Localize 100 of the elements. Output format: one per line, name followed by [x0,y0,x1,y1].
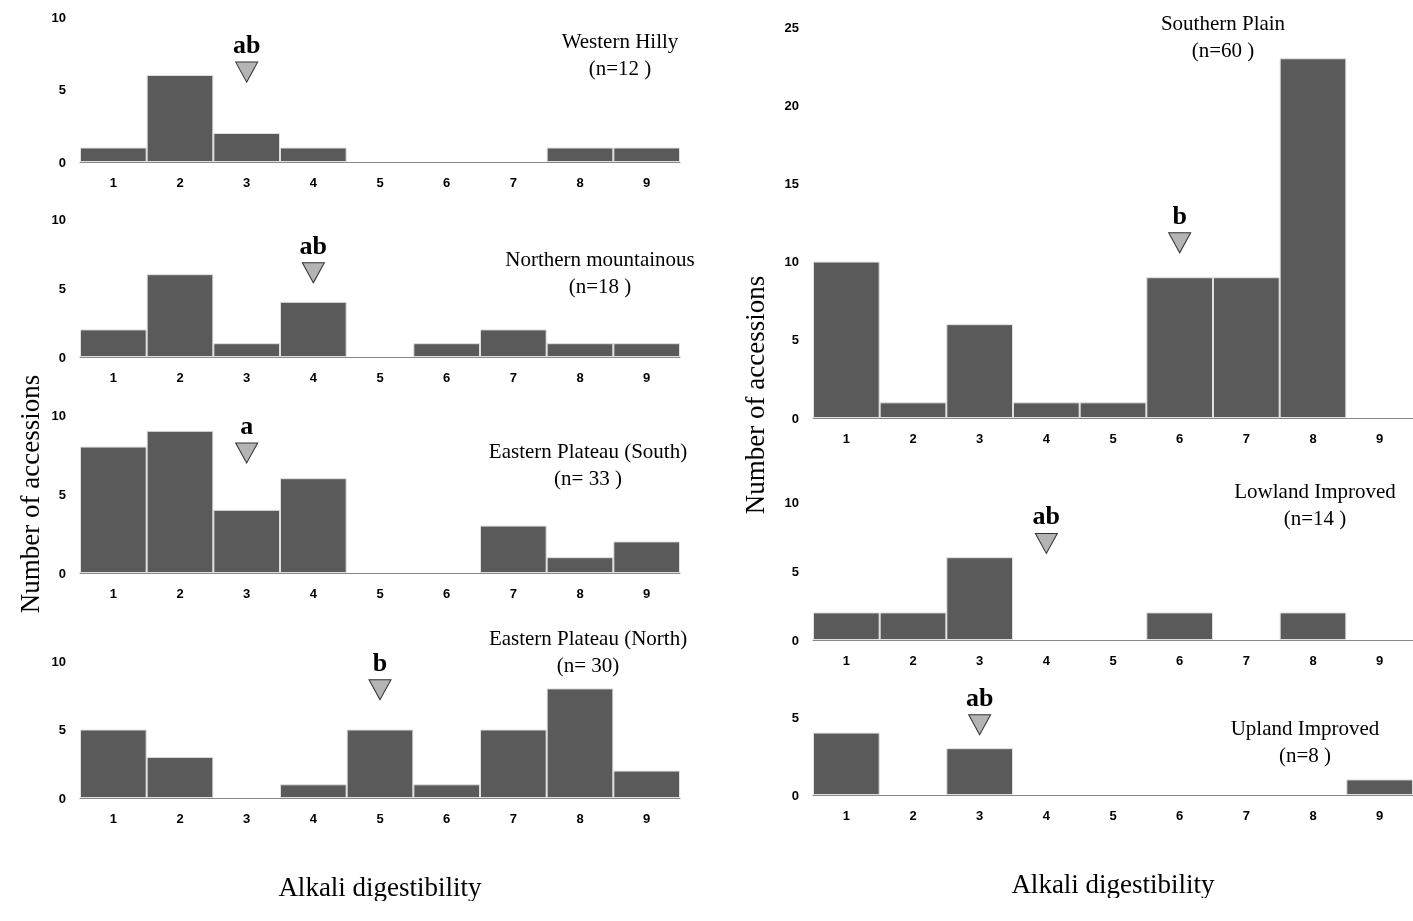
x-tick-label: 6 [443,586,451,601]
x-tick-label: 4 [1042,808,1051,823]
y-tick-label: 5 [58,722,66,737]
x-tick-label: 2 [176,811,184,826]
x-tick-label: 3 [243,586,251,601]
y-tick-label: 10 [51,407,66,423]
annotation: ab [1032,501,1061,531]
x-tick-label: 1 [842,431,850,446]
chart-title: Eastern Plateau (North) [488,625,688,650]
x-tick-label: 2 [909,653,917,668]
x-tick-label: 9 [643,586,651,601]
x-tick-label: 7 [509,586,517,601]
x-tick-label: 4 [309,370,318,385]
x-tick-label: 9 [1376,808,1384,823]
annotation: ab [965,682,994,712]
x-tick-label: 3 [976,653,984,668]
y-tick-label: 0 [791,410,799,426]
x-tick-label: 1 [109,175,117,190]
x-tick-label: 1 [109,811,117,826]
x-tick-label: 5 [376,811,384,826]
x-tick-label: 5 [376,586,384,601]
annotation: ab [232,30,261,60]
x-tick-label: 5 [376,175,384,190]
y-tick-label: 0 [791,787,799,803]
x-tick-label: 8 [1309,653,1317,668]
x-tick-label: 6 [443,370,451,385]
y-tick-label: 5 [58,82,66,97]
annotation: ab [299,230,328,260]
chart-title: Lowland Improved [1234,478,1397,503]
chart-subtitle: (n= 30) [556,652,620,677]
x-tick-label: 7 [509,370,517,385]
x-tick-label: 2 [909,431,917,446]
x-tick-label: 6 [1176,653,1184,668]
x-tick-label: 4 [1042,431,1051,446]
x-tick-label: 4 [1042,653,1051,668]
y-tick-label: 0 [58,565,66,581]
y-tick-label: 10 [51,9,66,25]
x-tick-label: 5 [1109,808,1117,823]
x-tick-label: 3 [976,808,984,823]
text: (n=8 ) [1278,742,1332,767]
y-tick-label: 10 [784,494,799,510]
y-tick-label: 0 [58,790,66,806]
bar [946,748,1013,795]
chart-title: Southern Plain [1160,10,1286,35]
text: (n=18 ) [568,273,632,298]
text: Eastern Plateau (South) [488,438,688,463]
x-tick-label: 3 [243,811,251,826]
x-tick-label: 8 [1309,808,1317,823]
chart-subtitle: (n=14 ) [1283,505,1347,530]
x-tick-label: 3 [976,431,984,446]
y-tick-label: 0 [58,154,66,170]
text: (n=60 ) [1191,37,1255,62]
y-tick-label: 5 [791,332,799,348]
x-tick-label: 2 [176,370,184,385]
x-tick-label: 1 [842,808,850,823]
annotation: b [1172,200,1187,230]
y-tick-label: 10 [51,653,66,669]
x-tick-label: 1 [109,370,117,385]
x-tick-label: 9 [643,370,651,385]
y-tick-label: 5 [791,563,799,579]
x-tick-label: 7 [1242,808,1250,823]
annotation: a [240,410,254,440]
x-tick-label: 7 [1242,653,1250,668]
y-tick-label: 10 [51,211,66,227]
x-tick-label: 8 [1309,431,1317,446]
x-tick-label: 3 [243,370,251,385]
x-tick-label: 6 [443,811,451,826]
x-axis-title: Alkali digestibility [278,871,483,902]
x-tick-label: 4 [309,175,318,190]
x-tick-label: 4 [309,811,318,826]
x-tick-label: 9 [1376,653,1384,668]
text: (n= 33 ) [554,465,622,490]
x-tick-label: 2 [909,808,917,823]
x-tick-label: 6 [443,175,451,190]
text: (n=12 ) [588,55,652,80]
x-tick-label: 9 [643,175,651,190]
y-tick-label: 5 [58,486,66,502]
x-tick-label: 8 [576,370,584,385]
x-tick-label: 5 [376,370,384,385]
bar [1346,779,1413,795]
x-tick-label: 6 [1176,808,1184,823]
x-tick-label: 6 [1176,431,1184,446]
y-tick-label: 0 [58,349,66,365]
y-tick-label: 0 [791,632,799,648]
x-tick-label: 1 [109,586,117,601]
text: Western Hilly [561,28,679,53]
y-tick-label: 20 [784,97,799,113]
y-tick-label: 15 [784,175,799,191]
x-axis-title: Alkali digestibility [1011,868,1216,899]
x-tick-label: 7 [509,811,517,826]
x-tick-label: 5 [1109,431,1117,446]
y-tick-label: 25 [784,19,799,35]
x-tick-label: 4 [309,586,318,601]
x-tick-label: 9 [1376,431,1384,446]
annotation: b [372,647,388,677]
x-tick-label: 5 [1109,653,1117,668]
x-tick-label: 7 [509,175,517,190]
chart-title: Upland Improved [1230,715,1380,740]
bar [813,732,880,795]
x-tick-label: 8 [576,175,584,190]
